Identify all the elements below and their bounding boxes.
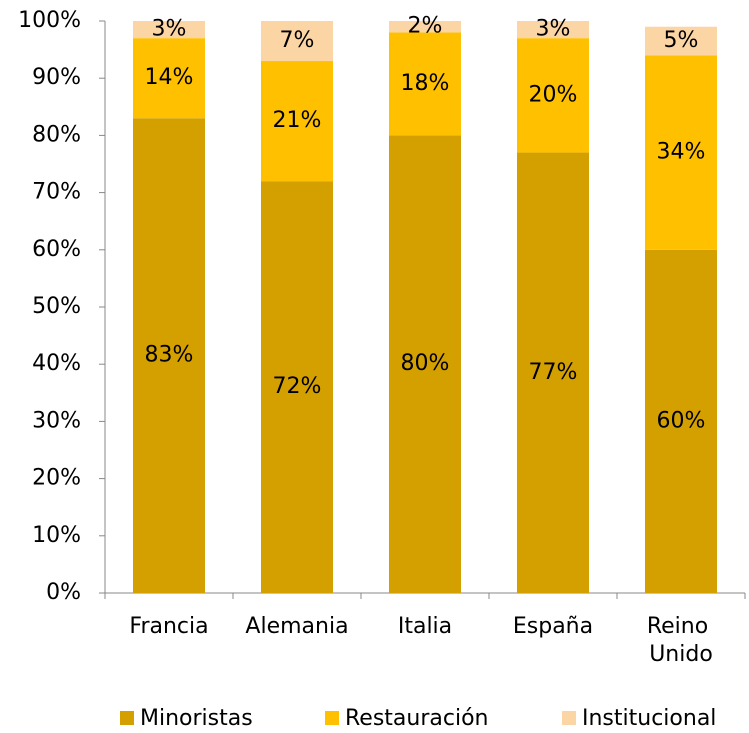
bar-segment	[645, 249, 717, 594]
x-tick-label: Reino Unido	[647, 614, 715, 667]
x-tick-label: España	[513, 614, 593, 639]
y-tick-label: 30%	[32, 408, 81, 433]
data-label: 77%	[529, 360, 578, 385]
data-label: 34%	[657, 140, 706, 165]
x-tick-label: Alemania	[245, 614, 348, 639]
legend-label: Institucional	[582, 706, 716, 731]
bar-segment	[261, 181, 333, 593]
data-label: 72%	[273, 374, 322, 399]
x-tick-label: Italia	[398, 614, 452, 639]
x-tick-label: Francia	[129, 614, 208, 639]
legend-swatch	[120, 711, 134, 725]
bar-segment	[133, 38, 205, 119]
bar-segment	[517, 21, 589, 39]
data-label: 2%	[408, 14, 443, 39]
legend-label: Restauración	[345, 706, 488, 731]
y-tick-label: 40%	[32, 351, 81, 376]
data-label: 18%	[401, 71, 450, 96]
y-tick-label: 70%	[32, 180, 81, 205]
data-label: 83%	[145, 343, 194, 368]
legend-swatch	[562, 711, 576, 725]
bar-segment	[645, 26, 717, 56]
y-tick-label: 60%	[32, 237, 81, 262]
y-tick-label: 100%	[18, 8, 81, 33]
legend-label: Minoristas	[140, 706, 253, 731]
bar-segment	[389, 32, 461, 136]
y-tick-label: 0%	[46, 580, 81, 605]
bar-segment	[517, 38, 589, 153]
y-tick-label: 10%	[32, 523, 81, 548]
bar-segment	[389, 21, 461, 33]
data-label: 21%	[273, 108, 322, 133]
y-tick-label: 20%	[32, 466, 81, 491]
data-label: 14%	[145, 65, 194, 90]
data-label: 80%	[401, 351, 450, 376]
data-label: 5%	[664, 28, 699, 53]
data-label: 3%	[152, 17, 187, 42]
data-label: 7%	[280, 28, 315, 53]
bar-segment	[133, 118, 205, 594]
data-label: 20%	[529, 82, 578, 107]
data-label: 60%	[657, 408, 706, 433]
bar-segment	[389, 135, 461, 593]
bar-segment	[517, 152, 589, 593]
bar-segment	[261, 61, 333, 182]
bar-segment	[261, 21, 333, 62]
legend-swatch	[325, 711, 339, 725]
bar-segment	[645, 55, 717, 250]
y-tick-label: 50%	[32, 294, 81, 319]
data-label: 3%	[536, 17, 571, 42]
y-tick-label: 80%	[32, 122, 81, 147]
bar-segment	[133, 21, 205, 39]
y-tick-label: 90%	[32, 65, 81, 90]
